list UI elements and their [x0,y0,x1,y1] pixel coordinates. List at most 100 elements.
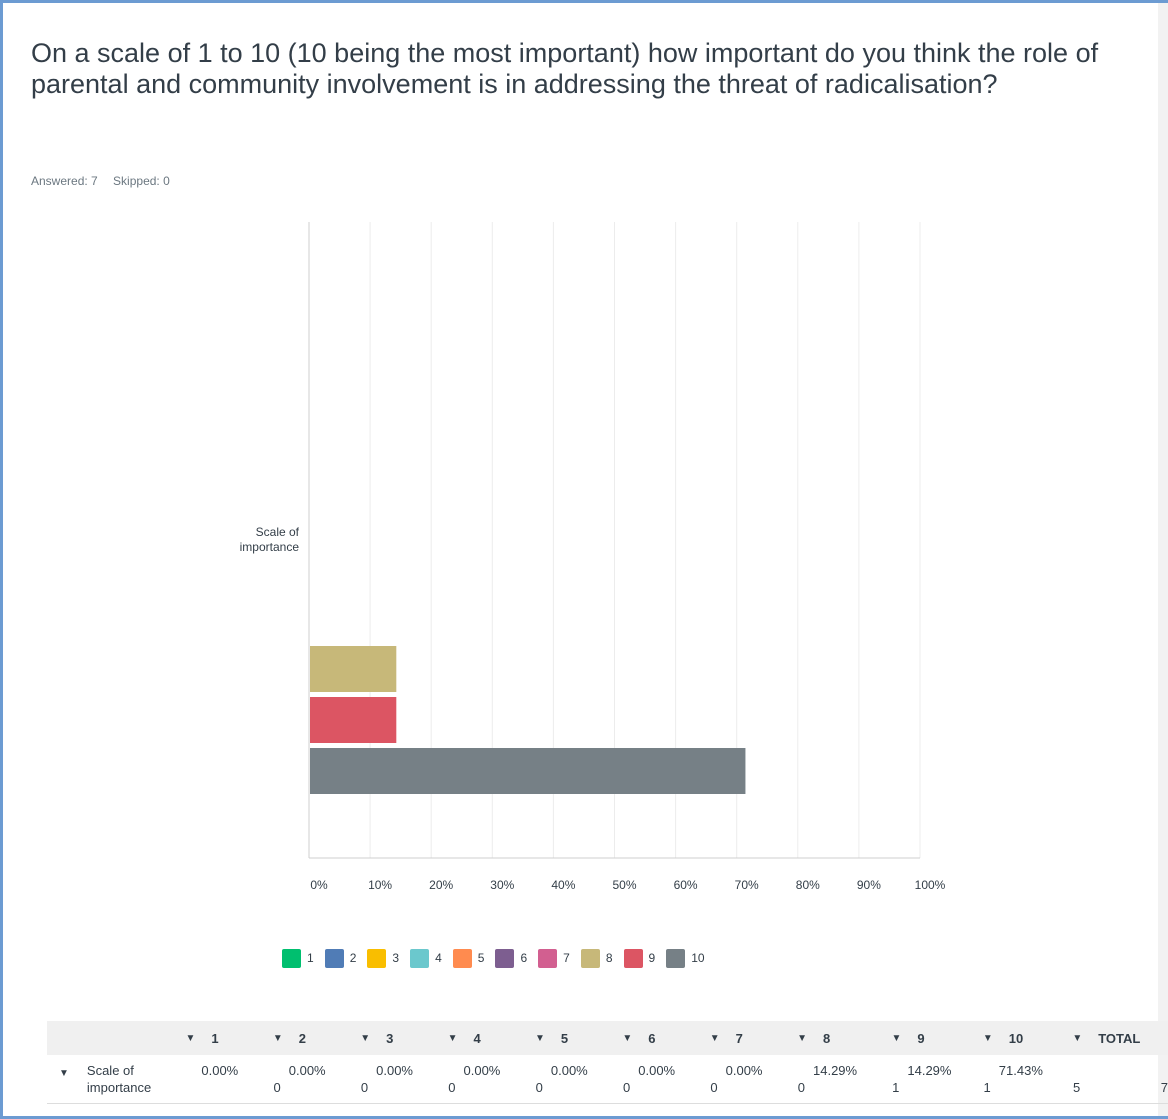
sort-caret-icon[interactable]: ▼ [272,1032,283,1044]
row-label[interactable]: ▼ Scale of importance [47,1055,202,1104]
legend-label: 8 [605,951,613,965]
header-label: TOTAL [1098,1030,1141,1046]
sort-caret-icon[interactable]: ▼ [185,1032,196,1044]
header-label: 1 [211,1030,219,1046]
sort-caret-icon[interactable]: ▼ [709,1032,720,1044]
table-cell: 0.00% 0 [550,1055,639,1104]
response-summary: Answered: 7 Skipped: 0 [31,174,182,188]
bar-8[interactable] [310,646,397,692]
header-col-10[interactable]: 10 ▼ [998,1021,1089,1055]
skipped-count: Skipped: 0 [113,174,170,188]
header-label: 8 [823,1030,831,1046]
header-col-3[interactable]: 3 ▼ [376,1021,464,1055]
cell-percent: 14.29% [907,1063,952,1078]
x-tick-label: 30% [490,878,514,892]
table-cell: 14.29% 1 [813,1055,908,1104]
legend-label: 5 [477,951,485,965]
table-header-row: ▼ 1 ▼ 2 ▼ 3 ▼ 4 ▼ 5 ▼ 6 ▼ 7 ▼ 8 ▼ 9 ▼ 10 ▼ TOTAL [47,1021,1168,1055]
cell-percent: 0.00% [463,1063,501,1078]
cell-percent: 0.00% [376,1063,413,1078]
header-col-2[interactable]: 2 ▼ [288,1021,377,1055]
cell-percent: 71.43% [998,1063,1043,1078]
header-col-total[interactable]: TOTAL [1088,1021,1168,1055]
cell-count: 0 [535,1080,543,1095]
bar-10[interactable] [310,748,746,794]
table-cell: 0.00% 0 [201,1055,289,1104]
table-cell: 0.00% 0 [725,1055,813,1104]
sort-caret-icon[interactable]: ▼ [360,1032,371,1044]
sort-caret-icon[interactable]: ▼ [534,1032,545,1044]
legend-item-2[interactable]: 2 [324,948,357,968]
legend-label: 2 [349,951,357,965]
cell-percent: 0.00% [550,1063,588,1078]
legend-label: 9 [648,951,656,965]
sort-caret-icon[interactable]: ▼ [447,1032,458,1044]
legend-label: 6 [520,951,528,965]
legend-swatch [666,948,686,968]
sort-caret-icon[interactable]: ▼ [1072,1032,1083,1044]
header-label: 3 [386,1030,394,1046]
cell-count: 1 [892,1080,900,1095]
sort-caret-icon[interactable]: ▼ [622,1032,633,1044]
sort-caret-icon[interactable]: ▼ [982,1032,993,1044]
header-label: 5 [560,1030,569,1046]
cell-count: 0 [273,1080,281,1095]
cell-count: 0 [360,1080,369,1095]
x-tick-label: 40% [551,878,575,892]
cell-count: 0 [710,1080,718,1095]
table-cell: 0.00% 0 [463,1055,551,1104]
table-cell: 0.00% 0 [376,1055,464,1104]
table-row: ▼ Scale of importance 0.00% 0 0.00% 0 0.00% 0… [47,1055,1168,1104]
legend-item-7[interactable]: 7 [538,948,570,968]
legend-item-3[interactable]: 3 [367,948,399,968]
header-row-label[interactable]: ▼ [47,1021,202,1055]
category-label: Scale of importance [240,525,300,554]
bar-chart: 0% 10% 20% 30% 40% 50% 60% 70% 80% 90% 100% Scale … [240,222,946,892]
header-col-4[interactable]: 4 ▼ [463,1021,551,1055]
expand-caret-icon[interactable]: ▼ [59,1068,69,1079]
sort-caret-icon[interactable]: ▼ [891,1032,902,1044]
legend-item-1[interactable]: 1 [282,948,314,968]
legend-swatch [367,948,387,968]
header-col-5[interactable]: 5 ▼ [550,1021,639,1055]
chart-bars [310,646,746,794]
legend-item-10[interactable]: 10 [666,948,705,968]
x-tick-label: 10% [368,878,392,892]
legend-label: 10 [691,951,705,965]
header-col-9[interactable]: 9 ▼ [907,1021,999,1055]
table-cell: 0.00% 0 [638,1055,726,1104]
row-label-line1: Scale of [86,1063,134,1078]
scrollbar[interactable] [1158,3,1168,1116]
legend-swatch [452,948,472,968]
cell-percent: 0.00% [201,1063,239,1078]
header-label: 4 [473,1030,481,1046]
table-cell: 0.00% 0 [288,1055,377,1104]
cell-count: 1 [983,1080,991,1095]
table-cell: 14.29% 1 [907,1055,999,1104]
cell-count: 5 [1072,1080,1081,1095]
header-col-7[interactable]: 7 ▼ [725,1021,813,1055]
legend-swatch [324,948,344,968]
header-col-6[interactable]: 6 ▼ [638,1021,726,1055]
legend-item-6[interactable]: 6 [495,948,528,968]
results-table: ▼ 1 ▼ 2 ▼ 3 ▼ 4 ▼ 5 ▼ 6 ▼ 7 ▼ 8 ▼ 9 ▼ 10 ▼ TOTAL ▼ Scale of … [47,1021,1168,1104]
header-col-1[interactable]: 1 ▼ [201,1021,289,1055]
header-label: 9 [917,1030,925,1046]
header-label: 7 [735,1030,743,1046]
legend-item-5[interactable]: 5 [452,948,485,968]
header-col-8[interactable]: 8 ▼ [813,1021,908,1055]
legend-item-9[interactable]: 9 [623,948,656,968]
legend-swatch [538,948,558,968]
cell-percent: 14.29% [813,1063,858,1078]
header-label: 6 [648,1030,656,1046]
cell-count: 0 [448,1080,456,1095]
bar-9[interactable] [310,697,397,743]
legend-label: 1 [307,951,314,965]
legend-swatch [410,948,430,968]
legend-label: 4 [435,951,442,965]
legend-item-8[interactable]: 8 [580,948,613,968]
table-cell: 71.43% 5 [998,1055,1089,1104]
legend-item-4[interactable]: 4 [410,948,442,968]
sort-caret-icon[interactable]: ▼ [797,1032,807,1044]
